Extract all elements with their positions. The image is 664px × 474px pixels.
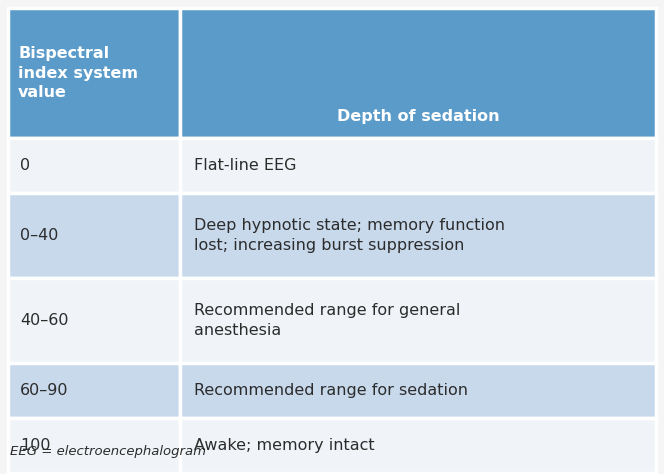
Bar <box>8 138 180 193</box>
Bar <box>180 363 656 418</box>
Bar <box>8 193 180 278</box>
Text: 60–90: 60–90 <box>20 383 68 398</box>
Text: Recommended range for general
anesthesia: Recommended range for general anesthesia <box>194 303 460 338</box>
Bar <box>8 8 180 138</box>
Text: Awake; memory intact: Awake; memory intact <box>194 438 374 453</box>
Text: 100: 100 <box>20 438 50 453</box>
Text: Depth of sedation: Depth of sedation <box>337 109 499 124</box>
Text: 0–40: 0–40 <box>20 228 58 243</box>
Text: Bispectral
index system
value: Bispectral index system value <box>18 46 138 100</box>
Bar <box>180 278 656 363</box>
Bar <box>180 138 656 193</box>
Text: Flat-line EEG: Flat-line EEG <box>194 158 296 173</box>
Text: 0: 0 <box>20 158 30 173</box>
Text: 40–60: 40–60 <box>20 313 68 328</box>
Text: Deep hypnotic state; memory function
lost; increasing burst suppression: Deep hypnotic state; memory function los… <box>194 218 505 253</box>
Bar <box>180 193 656 278</box>
Bar <box>180 8 656 138</box>
Bar <box>180 418 656 473</box>
Text: Recommended range for sedation: Recommended range for sedation <box>194 383 467 398</box>
Text: EEG = electroencephalogram: EEG = electroencephalogram <box>10 445 206 458</box>
Bar <box>8 418 180 473</box>
Bar <box>8 278 180 363</box>
Bar <box>8 363 180 418</box>
